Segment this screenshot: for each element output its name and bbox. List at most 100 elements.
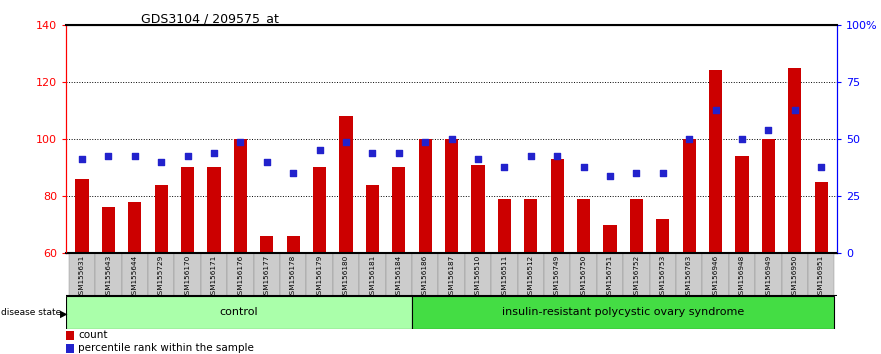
Point [444,136,458,142]
Bar [736,156,749,253]
Bar [260,236,273,253]
Point [788,108,802,113]
Text: count: count [78,331,107,341]
Point [207,150,221,156]
Point [682,136,696,142]
Bar [66,344,74,353]
Text: GSM156749: GSM156749 [554,255,560,299]
Text: GSM156181: GSM156181 [369,255,375,299]
Text: GSM156186: GSM156186 [422,255,428,299]
Bar [709,70,722,253]
Text: GSM155631: GSM155631 [79,255,85,299]
Point [101,153,115,159]
Text: GSM156176: GSM156176 [237,255,243,299]
Bar [471,165,485,253]
Bar [339,116,352,253]
Bar [815,182,828,253]
Point [286,170,300,176]
Bar [439,253,464,296]
Text: GSM156180: GSM156180 [343,255,349,299]
Point [154,159,168,165]
Bar [577,199,590,253]
Point [629,170,643,176]
Bar [464,253,491,296]
Point [576,165,590,170]
Bar [702,253,729,296]
Bar [233,139,247,253]
Bar [649,253,676,296]
Bar [254,253,280,296]
Text: GSM156512: GSM156512 [528,255,534,299]
Text: GSM156511: GSM156511 [501,255,507,299]
Bar [174,253,201,296]
Point [233,139,248,145]
Bar [386,253,412,296]
Bar [66,296,412,329]
Text: GSM156751: GSM156751 [607,255,613,299]
Bar [392,167,405,253]
Bar [683,139,696,253]
Bar [122,253,148,296]
Bar [418,139,432,253]
Bar [544,253,570,296]
Point [497,165,511,170]
Text: GSM155643: GSM155643 [106,255,111,299]
Text: GSM156946: GSM156946 [713,255,719,299]
Text: GSM156178: GSM156178 [290,255,296,299]
Text: GDS3104 / 209575_at: GDS3104 / 209575_at [141,12,278,25]
Text: insulin-resistant polycystic ovary syndrome: insulin-resistant polycystic ovary syndr… [502,307,744,318]
Bar [412,253,439,296]
Bar [95,253,122,296]
Bar [201,253,227,296]
Text: GSM156949: GSM156949 [766,255,771,299]
Bar [148,253,174,296]
Bar [227,253,254,296]
Bar [412,296,834,329]
Bar [623,253,649,296]
Bar [551,159,564,253]
Bar [676,253,702,296]
Text: control: control [219,307,258,318]
Bar [66,331,74,340]
Text: GSM155644: GSM155644 [132,255,137,299]
Point [761,127,775,133]
Bar [333,253,359,296]
Text: GSM156179: GSM156179 [316,255,322,299]
Bar [75,179,88,253]
Text: GSM156187: GSM156187 [448,255,455,299]
Bar [445,139,458,253]
Point [128,153,142,159]
Bar [69,253,95,296]
Bar [524,199,537,253]
Point [181,153,195,159]
Bar [101,207,115,253]
Text: GSM156171: GSM156171 [211,255,217,299]
Point [550,153,564,159]
Point [655,170,670,176]
Bar [656,219,670,253]
Bar [570,253,596,296]
Bar [762,139,775,253]
Bar [517,253,544,296]
Point [260,159,274,165]
Text: ▶: ▶ [60,308,68,318]
Text: GSM156170: GSM156170 [184,255,190,299]
Point [708,108,722,113]
Bar [498,199,511,253]
Bar [181,167,194,253]
Bar [781,253,808,296]
Point [313,148,327,153]
Bar [359,253,386,296]
Text: GSM156948: GSM156948 [739,255,745,299]
Point [418,139,433,145]
Point [523,153,537,159]
Bar [313,167,326,253]
Bar [280,253,307,296]
Bar [729,253,755,296]
Point [392,150,406,156]
Point [339,139,353,145]
Bar [808,253,834,296]
Bar [207,167,220,253]
Text: GSM156951: GSM156951 [818,255,824,299]
Text: GSM155729: GSM155729 [158,255,164,299]
